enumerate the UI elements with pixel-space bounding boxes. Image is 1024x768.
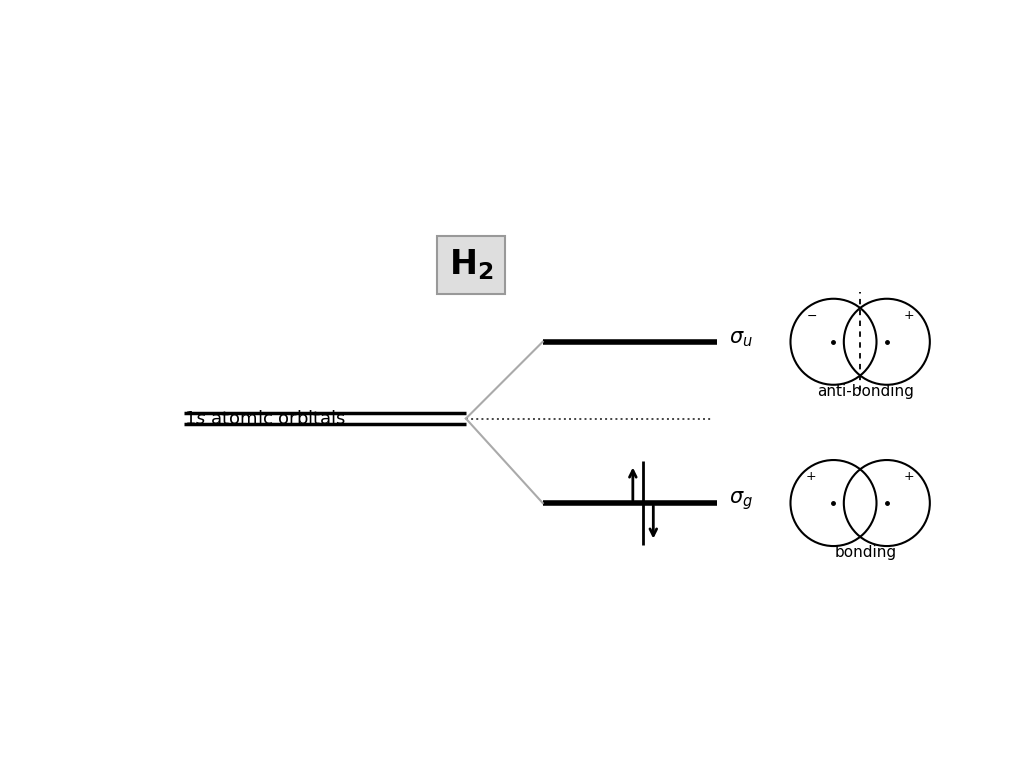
Text: +: +: [806, 470, 816, 483]
Text: $\sigma_u$: $\sigma_u$: [729, 329, 753, 349]
Text: anti-bonding: anti-bonding: [817, 384, 913, 399]
Text: +: +: [904, 309, 914, 322]
Text: bonding: bonding: [835, 545, 896, 561]
Text: $\sigma_g$: $\sigma_g$: [729, 489, 753, 512]
Text: 1$s$ atomic orbitals: 1$s$ atomic orbitals: [184, 409, 346, 428]
Text: +: +: [904, 470, 914, 483]
Text: $-$: $-$: [806, 309, 817, 322]
Text: $\mathbf{H_2}$: $\mathbf{H_2}$: [449, 247, 494, 283]
